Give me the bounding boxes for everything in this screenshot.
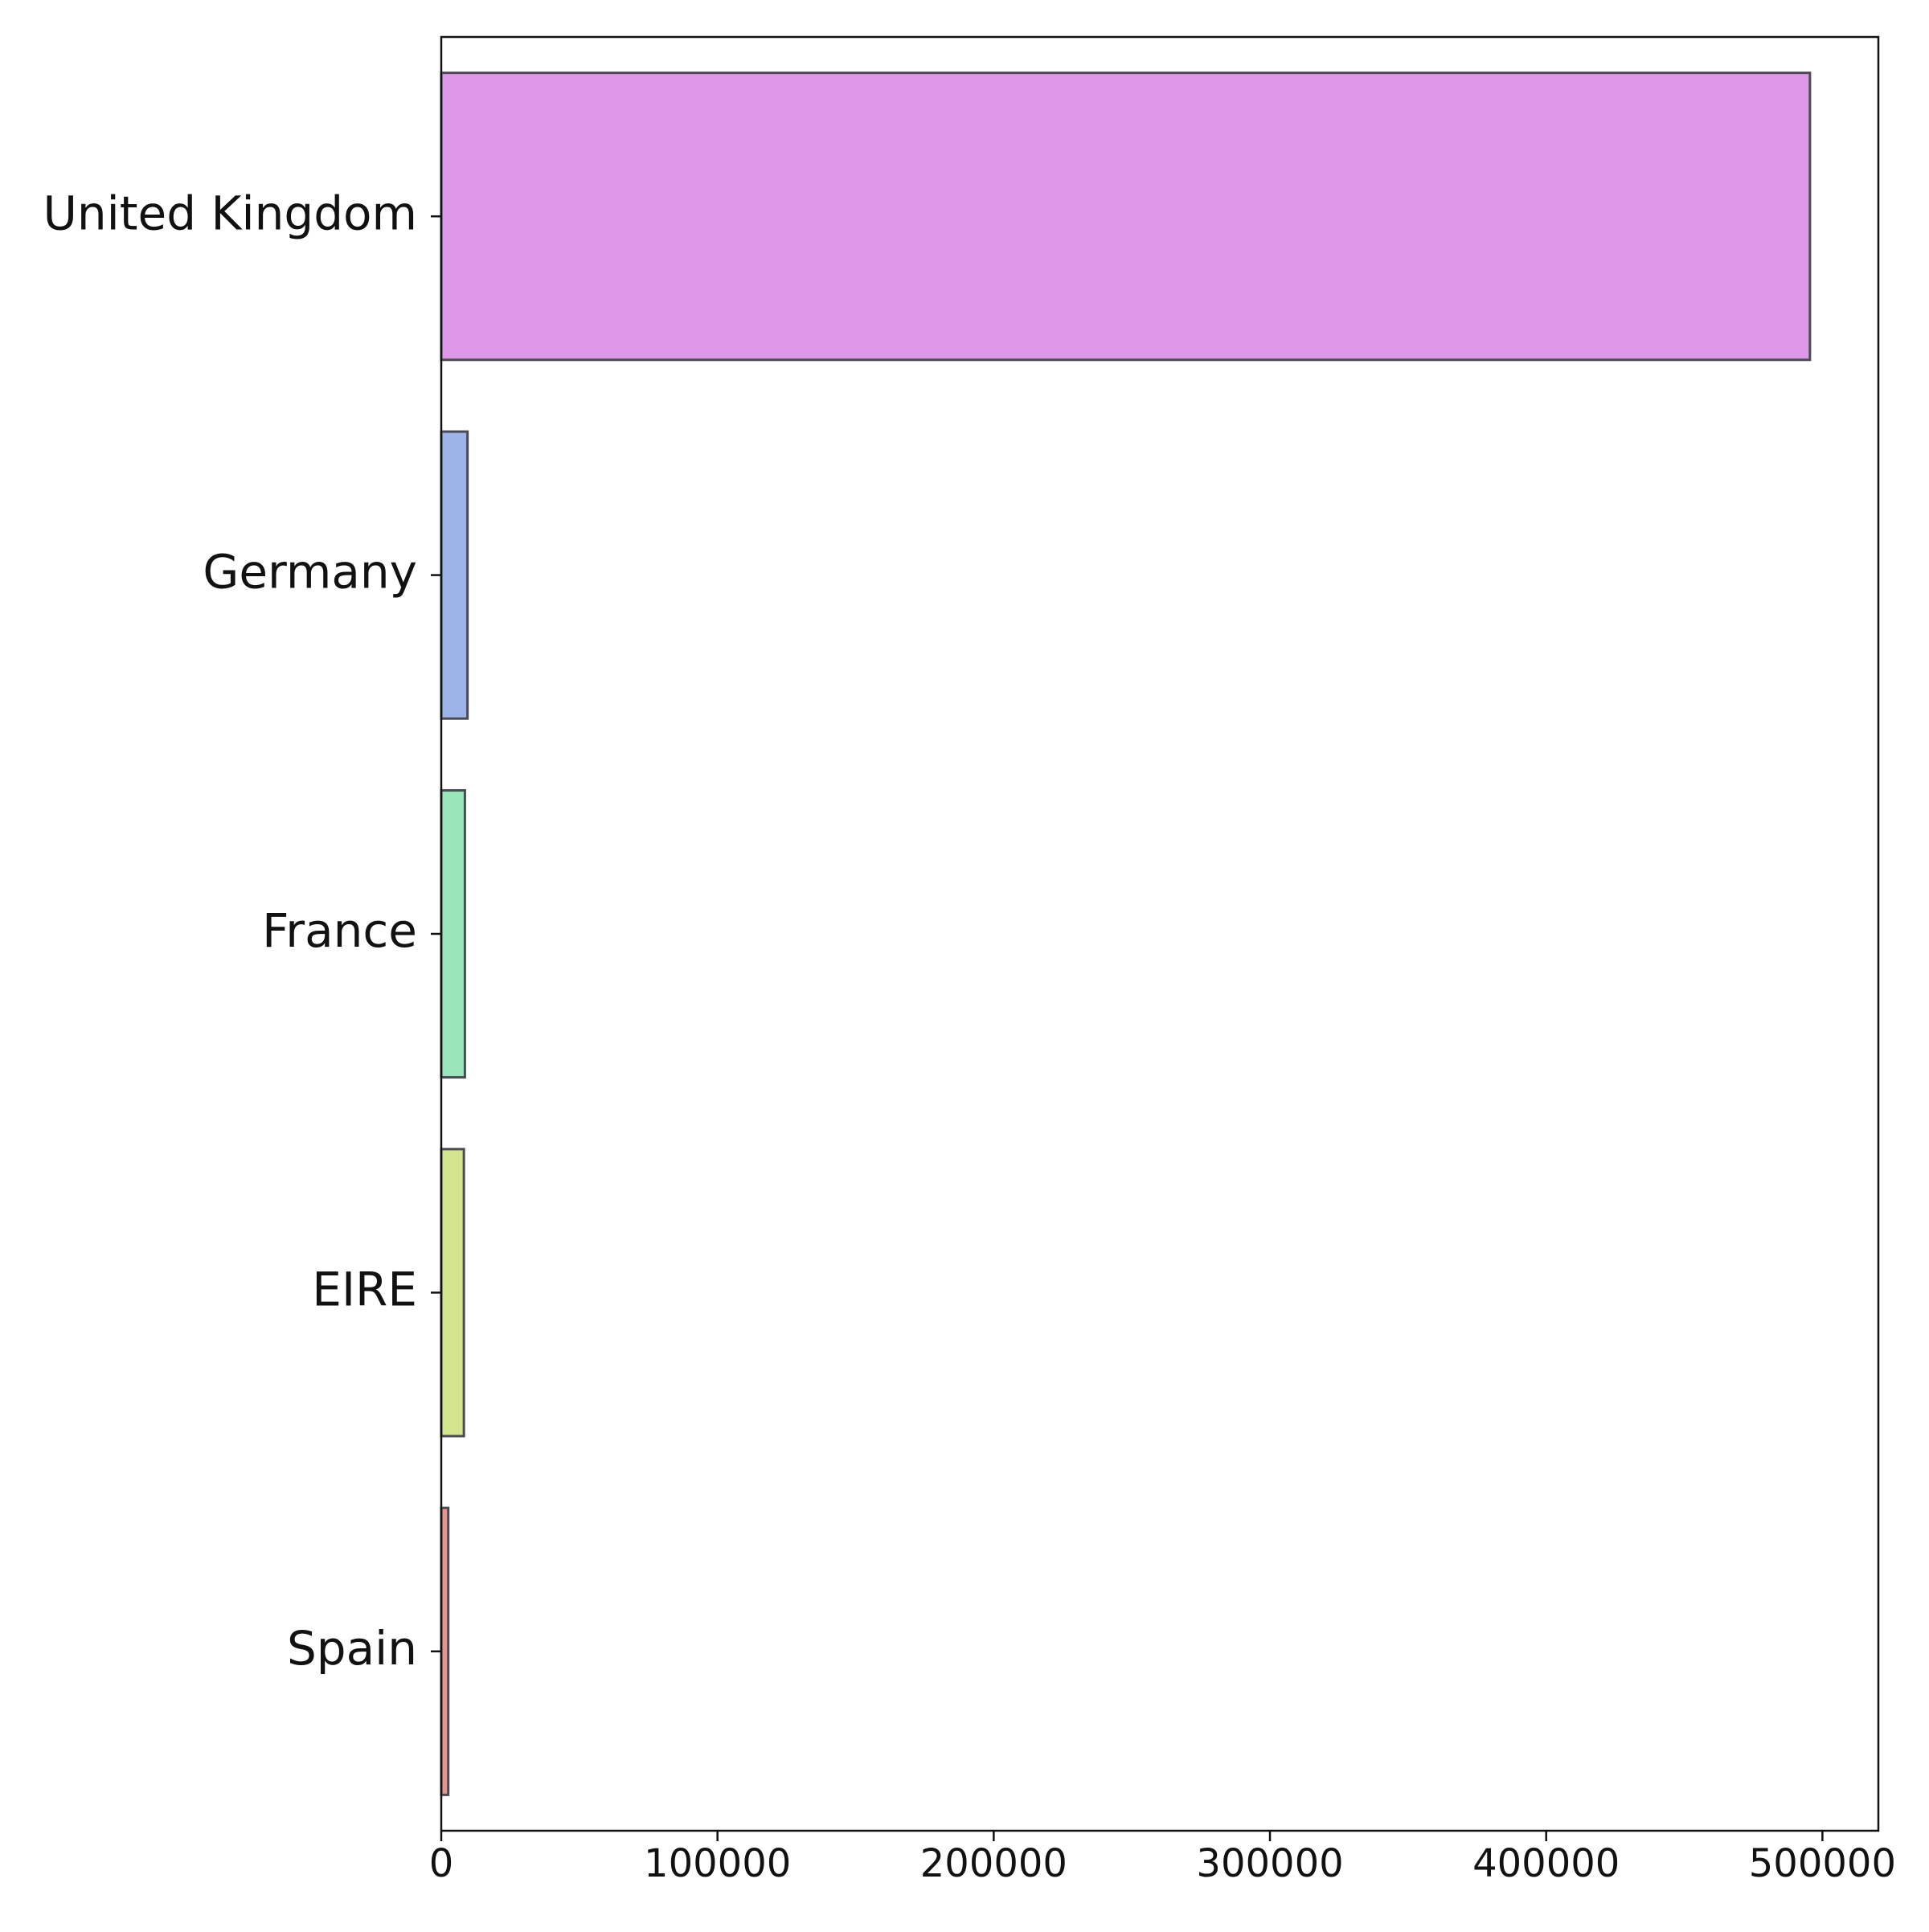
x-tick-label: 100000 — [644, 1841, 791, 1886]
y-tick-label: France — [262, 903, 417, 958]
x-tick-label: 200000 — [920, 1841, 1067, 1886]
x-tick-label: 400000 — [1472, 1841, 1620, 1886]
bar — [440, 788, 466, 1079]
plot-frame — [440, 35, 1880, 1832]
bar — [440, 72, 1812, 362]
x-tick-label: 500000 — [1749, 1841, 1896, 1886]
y-tick-label: United Kingdom — [43, 186, 417, 240]
bar — [440, 1148, 465, 1438]
y-tick-label: Spain — [287, 1621, 417, 1676]
x-tick-label: 300000 — [1196, 1841, 1343, 1886]
y-tick-label: Germany — [203, 545, 417, 600]
x-tick-label: 0 — [429, 1841, 454, 1886]
y-tick-label: EIRE — [312, 1263, 417, 1317]
bar — [440, 430, 469, 720]
bar — [440, 1506, 450, 1796]
